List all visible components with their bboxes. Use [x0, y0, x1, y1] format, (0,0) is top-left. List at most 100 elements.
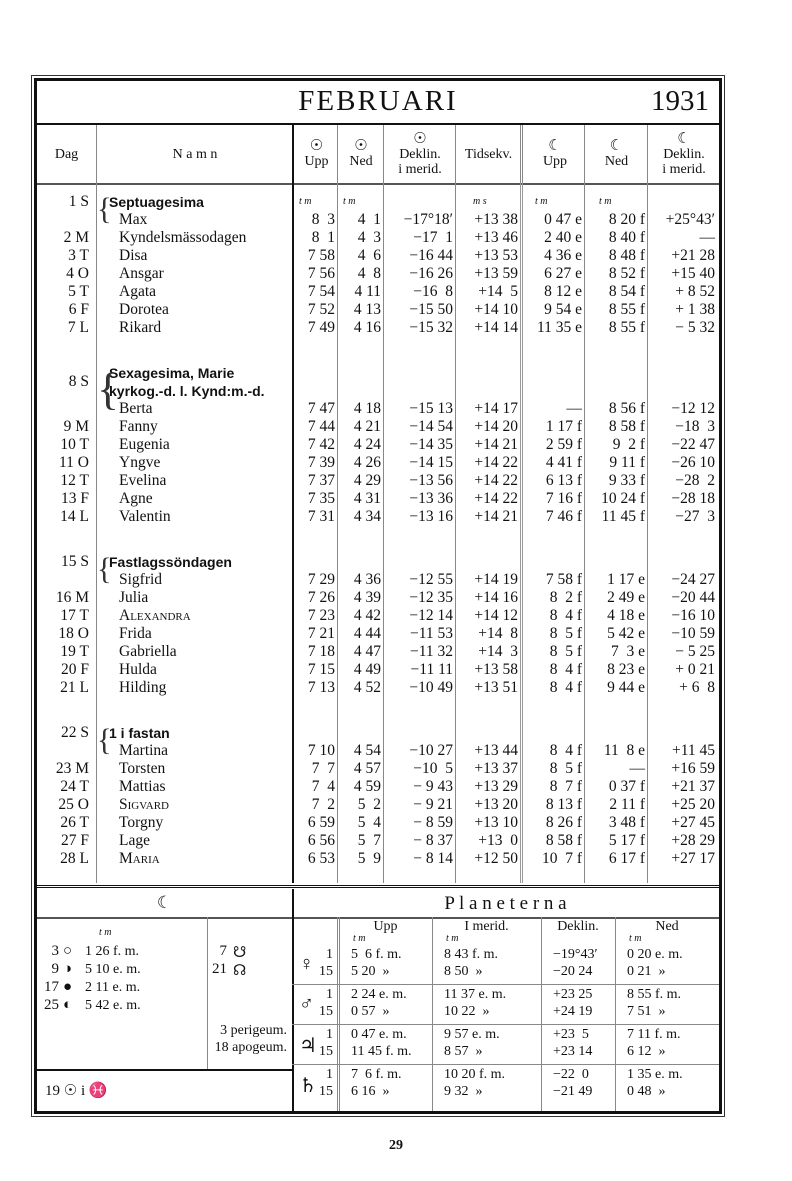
cell-su: 8 3 [311, 211, 335, 228]
planet-day: 1 [326, 987, 333, 1002]
unit-label: t m [99, 927, 112, 938]
cell-md: 4 18 e [607, 607, 645, 624]
feast-name: Fastlagssöndagen [109, 554, 232, 570]
cell-eq: +14 14 [474, 319, 518, 336]
cell-su: 7 29 [307, 571, 335, 588]
cell-mu: 8 5 f [549, 625, 582, 642]
planet-icon: ♃ [299, 1035, 317, 1057]
cell-mdec: +21 28 [671, 247, 715, 264]
cell-mdec: +28 29 [671, 832, 715, 849]
cell-dec: −17 1 [413, 229, 453, 246]
cell-mu: 9 54 e [544, 301, 582, 318]
feast-name: Sexagesima, Marie [109, 365, 235, 381]
table-row: 17 T Alexandra 7 23 4 42 −12 14 +14 12 8 4 f 4 … [37, 607, 719, 625]
cell-su: 7 26 [307, 589, 335, 606]
lower-section: ☾ P l a n e t e r n a t m 3 ○ 1 26 f. m. 9 ◑ 5 1… [37, 889, 719, 1111]
saint-name: Alexandra [119, 607, 191, 624]
saint-name: Mattias [119, 778, 166, 795]
saint-name: Frida [119, 625, 152, 642]
day-label: 23 M [55, 760, 89, 777]
cell-dec: −14 15 [409, 454, 453, 471]
cell-eq: +13 59 [474, 265, 518, 282]
saint-name: Yngve [119, 454, 161, 471]
cell-mu: 7 58 f [545, 571, 582, 588]
cell-su: 7 35 [307, 490, 335, 507]
feast-row: kyrkog.-d. l. Kynd:m.-d. [37, 382, 719, 400]
cell-md: 8 48 f [608, 247, 645, 264]
col-namn-label: N a m n [172, 146, 218, 162]
table-row: 26 T Torgny 6 59 5 4 − 8 59 +13 10 8 26 f 3 48 … [37, 814, 719, 832]
saint-name: Lage [119, 832, 150, 849]
cell-su: 7 47 [307, 400, 335, 417]
unit-label: t m [353, 933, 366, 944]
cell-sd: 4 21 [353, 418, 381, 435]
cell-sd: 4 16 [353, 319, 381, 336]
planet-upp: 5 20 » [351, 964, 390, 979]
cell-md: 8 23 e [607, 661, 645, 678]
cell-su: 7 7 [311, 760, 335, 777]
planet-merid: 10 22 » [444, 1004, 490, 1019]
divider [292, 1064, 719, 1065]
cell-mdec: + 1 38 [675, 301, 715, 318]
cell-mdec: −28 18 [671, 490, 715, 507]
cell-mu: 8 2 f [549, 589, 582, 606]
col-namn: N a m n [96, 125, 293, 183]
day-label: 26 T [60, 814, 89, 831]
table-row: 14 L Valentin 7 31 4 34 −13 16 +14 21 7 46 f 11… [37, 508, 719, 526]
cell-md: 8 40 f [608, 229, 645, 246]
day-label: 16 M [55, 589, 89, 606]
planet-upp: 5 6 f. m. [351, 947, 402, 962]
cell-su: 7 13 [307, 679, 335, 696]
cell-mdec: − 5 25 [675, 643, 715, 660]
day-label: 25 O [58, 796, 89, 813]
sun-icon: ☉ [413, 130, 427, 147]
cell-md: 6 17 f [608, 850, 645, 867]
table-row: 8 S Berta 7 47 4 18 −15 13 +14 17 — 8 56 f −12 1… [37, 373, 719, 418]
planet-upp: 6 16 » [351, 1084, 390, 1099]
cell-md: 8 55 f [608, 301, 645, 318]
planet-day: 15 [319, 1084, 333, 1099]
table-row: 1 S Max 8 3 4 1 −17°18′ +13 38 0 47 e 8 20 f +25… [37, 193, 719, 229]
cell-mdec: −28 2 [675, 472, 715, 489]
unit-label: t m [343, 196, 356, 207]
saint-name: Evelina [119, 472, 167, 489]
cell-mu: — [566, 400, 583, 417]
cell-mdec: +16 59 [671, 760, 715, 777]
cell-mu: 6 13 f [545, 472, 582, 489]
planet-decl: +23 25 [553, 987, 593, 1002]
cell-mdec: −16 10 [671, 607, 715, 624]
unit-label: t m [599, 196, 612, 207]
cell-mdec: +11 45 [671, 742, 715, 759]
divider [292, 984, 719, 985]
cell-eq: +13 10 [474, 814, 518, 831]
cell-eq: +13 46 [474, 229, 518, 246]
cell-eq: +13 44 [474, 742, 518, 759]
cell-su: 7 39 [307, 454, 335, 471]
moon-icon: ☾ [609, 138, 624, 154]
cell-sd: 4 59 [353, 778, 381, 795]
sun-icon: ☉ [354, 138, 368, 154]
cell-md: 5 17 f [608, 832, 645, 849]
day-label: 6 F [68, 301, 89, 318]
cell-mdec: +27 17 [671, 850, 715, 867]
saint-name: Torsten [119, 760, 166, 777]
planet-decl: +23 14 [553, 1044, 593, 1059]
table-row: 11 O Yngve 7 39 4 26 −14 15 +14 22 4 41 f 9 11 … [37, 454, 719, 472]
day-label: 2 M [63, 229, 89, 246]
cell-mu: 8 26 f [545, 814, 582, 831]
cell-dec: −17°18′ [403, 211, 453, 228]
col-dag-label: Dag [54, 146, 79, 162]
moon-icon: ☾ [677, 130, 691, 147]
feast-row: Septuagesima t m t m m s t m t m [37, 193, 719, 211]
cell-md: 9 33 f [608, 472, 645, 489]
cell-dec: −12 35 [409, 589, 453, 606]
planet-icon: ♂ [299, 993, 314, 1015]
cell-sd: 4 34 [353, 508, 381, 525]
cell-mu: 8 5 f [549, 643, 582, 660]
table-row: 4 O Ansgar 7 56 4 8 −16 26 +13 59 6 27 e 8 52 f… [37, 265, 719, 283]
table-row: 10 T Eugenia 7 42 4 24 −14 35 +14 21 2 59 f 9 2… [37, 436, 719, 454]
planet-ned: 0 48 » [627, 1084, 666, 1099]
cell-sd: 4 11 [354, 283, 381, 300]
phase-time: 5 42 e. m. [85, 998, 141, 1013]
cell-mdec: − 5 32 [675, 319, 715, 336]
